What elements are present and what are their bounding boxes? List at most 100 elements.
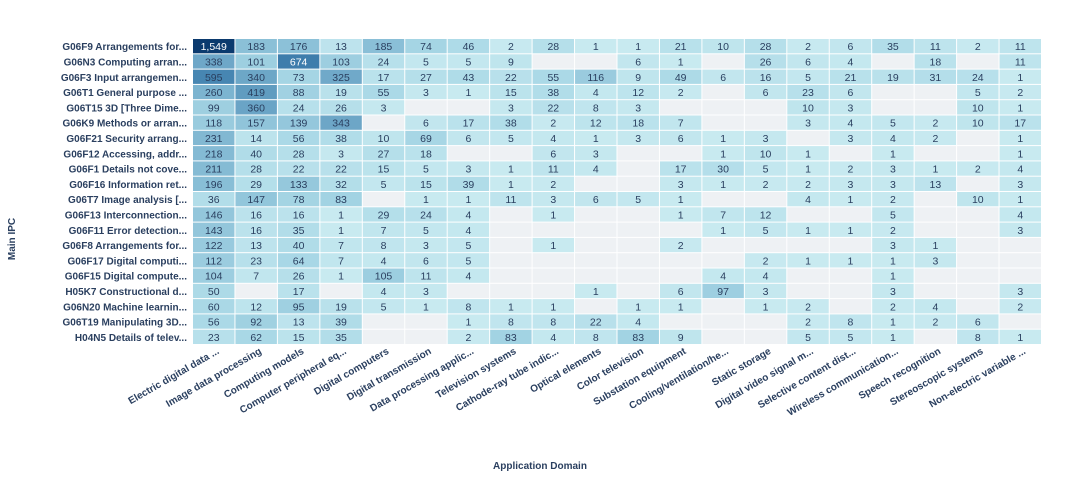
heatmap-cell: [744, 329, 787, 344]
cell-value-label: 5: [466, 240, 472, 252]
heatmap-cell: [617, 207, 659, 222]
heatmap-cell: [914, 54, 957, 69]
heatmap-cell: [575, 268, 617, 283]
heatmap-cell: [999, 222, 1041, 237]
heatmap-cell: [702, 329, 744, 344]
heatmap-cell: [872, 329, 914, 344]
heatmap-cell: [999, 268, 1041, 283]
heatmap-cell: [744, 84, 787, 100]
heatmap-cell: [320, 268, 362, 283]
heatmap-cell: [829, 84, 872, 100]
cell-value-label: 2: [550, 118, 556, 130]
heatmap-cell: [405, 161, 447, 176]
heatmap-cell: [957, 283, 999, 299]
cell-value-label: 2: [932, 118, 938, 130]
heatmap-cell: [787, 237, 829, 253]
heatmap-cell: [659, 222, 702, 237]
cell-value-label: 60: [208, 301, 220, 313]
heatmap-cell: [532, 192, 575, 207]
heatmap-cell: [914, 268, 957, 283]
heatmap-cell: [575, 329, 617, 344]
cell-value-label: 26: [293, 271, 305, 283]
cell-value-label: 40: [250, 148, 262, 160]
heatmap-cell: [999, 176, 1041, 191]
cell-value-label: 4: [932, 301, 938, 313]
cell-value-label: 1: [805, 255, 811, 267]
y-tick-label: G06F13 Interconnection...: [65, 210, 187, 221]
cell-value-label: 419: [247, 87, 265, 99]
heatmap-cell: [999, 161, 1041, 176]
cell-value-label: 3: [678, 179, 684, 191]
cell-value-label: 5: [423, 56, 429, 68]
heatmap-cell: [659, 283, 702, 299]
heatmap-cell: [235, 161, 277, 176]
heatmap-cell: [490, 130, 532, 146]
cell-value-label: 1: [720, 179, 726, 191]
heatmap-cell: [787, 283, 829, 299]
cell-value-label: 360: [247, 102, 265, 114]
cell-value-label: 11: [548, 164, 559, 176]
heatmap-cell: [490, 146, 532, 161]
heatmap-cell: [659, 268, 702, 283]
heatmap-cell: [659, 130, 702, 146]
heatmap-cell: [575, 176, 617, 191]
cell-value-label: 83: [505, 332, 517, 344]
heatmap-cell: [235, 329, 277, 344]
heatmap-cell: [999, 192, 1041, 207]
heatmap-cell: [575, 161, 617, 176]
heatmap-cells: 1,549 183 176 13 185 74 46 2 28 1 1 21 10 28 2 6 35 11 2 11…: [193, 39, 1041, 344]
cell-value-label: 28: [293, 148, 305, 160]
heatmap-cell: [872, 54, 914, 69]
cell-value-label: 2: [848, 164, 854, 176]
heatmap-cell: [659, 54, 702, 69]
heatmap-cell: [490, 314, 532, 329]
cell-value-label: 3: [932, 255, 938, 267]
cell-value-label: 38: [335, 133, 347, 145]
cell-value-label: 4: [593, 87, 599, 99]
x-tick-label: Optical elements: [528, 346, 603, 396]
heatmap-cell: [277, 268, 320, 283]
cell-value-label: 64: [293, 255, 305, 267]
heatmap-cell: [872, 192, 914, 207]
heatmap-cell: [744, 237, 787, 253]
cell-value-label: 8: [593, 332, 599, 344]
cell-value-label: 4: [466, 225, 472, 237]
heatmap-cell: [193, 207, 235, 222]
heatmap-cell: [193, 192, 235, 207]
cell-value-label: 35: [335, 332, 347, 344]
cell-value-label: 40: [293, 240, 305, 252]
heatmap-cell: [193, 176, 235, 191]
heatmap-cell: [447, 237, 490, 253]
heatmap-cell: [447, 299, 490, 314]
cell-value-label: 4: [466, 271, 472, 283]
heatmap-cell: [575, 54, 617, 69]
heatmap-cell: [362, 268, 405, 283]
cell-value-label: 2: [890, 301, 896, 313]
heatmap-cell: [532, 222, 575, 237]
heatmap-cell: [532, 84, 575, 100]
cell-value-label: 218: [205, 148, 223, 160]
cell-value-label: 1: [338, 209, 344, 221]
heatmap-cell: [829, 146, 872, 161]
heatmap-cell: [617, 253, 659, 268]
heatmap-cell: [532, 207, 575, 222]
heatmap-cell: [659, 253, 702, 268]
heatmap-cell: [787, 314, 829, 329]
heatmap-cell: [532, 54, 575, 69]
heatmap-cell: [617, 84, 659, 100]
heatmap-cell: [702, 69, 744, 84]
heatmap-cell: [447, 100, 490, 115]
heatmap-cell: [277, 39, 320, 54]
y-tick-label: G06F3 Input arrangemen...: [61, 73, 187, 84]
cell-value-label: 38: [505, 118, 517, 130]
heatmap-cell: [532, 176, 575, 191]
heatmap-cell: [914, 161, 957, 176]
cell-value-label: 1: [805, 225, 811, 237]
cell-value-label: 12: [250, 301, 262, 313]
heatmap-cell: [362, 130, 405, 146]
cell-value-label: 8: [550, 317, 556, 329]
heatmap-cell: [490, 207, 532, 222]
heatmap-cell: [957, 299, 999, 314]
cell-value-label: 8: [508, 317, 514, 329]
